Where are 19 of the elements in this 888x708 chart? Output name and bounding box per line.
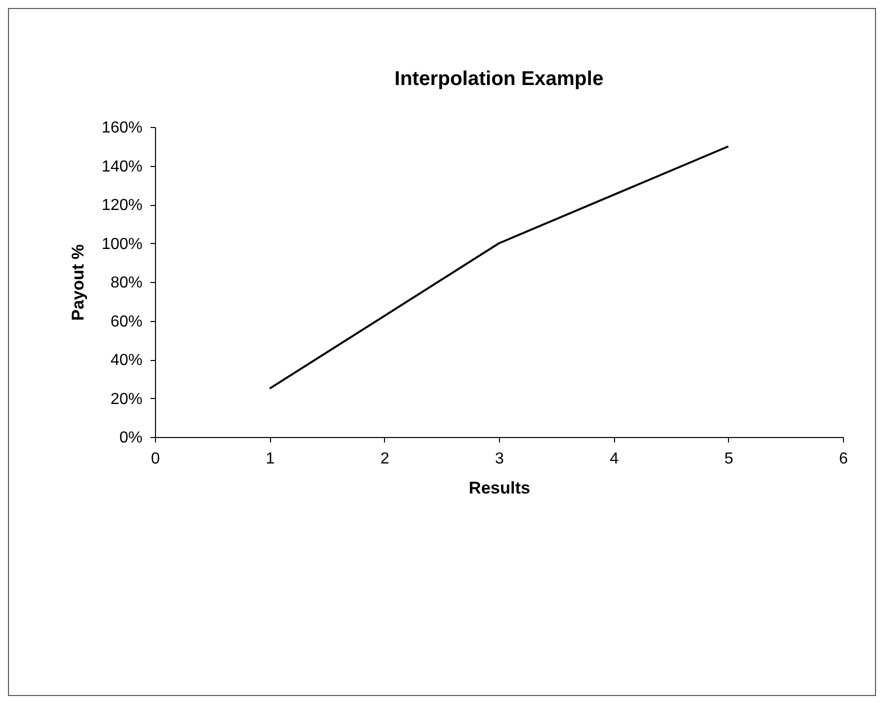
y-tick-label: 0% — [119, 430, 142, 446]
y-tick-label: 160% — [102, 120, 142, 136]
y-tick-label: 100% — [102, 236, 142, 253]
y-tick-label: 20% — [110, 390, 142, 408]
x-tick-label: 4 — [610, 450, 619, 468]
x-tick-label: 6 — [839, 450, 848, 468]
y-tick-label: 80% — [110, 274, 142, 292]
y-tick-label: 40% — [110, 352, 142, 369]
x-tick-label: 1 — [266, 450, 275, 468]
x-tick-label: 2 — [380, 450, 390, 468]
y-tick-label: 60% — [110, 313, 142, 330]
y-tick-label: 120% — [102, 197, 142, 214]
y-axis-title: Payout % — [68, 244, 88, 321]
y-tick-label: 140% — [102, 158, 142, 176]
chart-title: Interpolation Example — [394, 68, 604, 90]
x-tick-label: 0 — [151, 450, 160, 468]
x-tick-label: 3 — [495, 450, 504, 468]
x-tick-label: 5 — [724, 450, 734, 468]
x-axis-title: Results — [468, 478, 530, 498]
